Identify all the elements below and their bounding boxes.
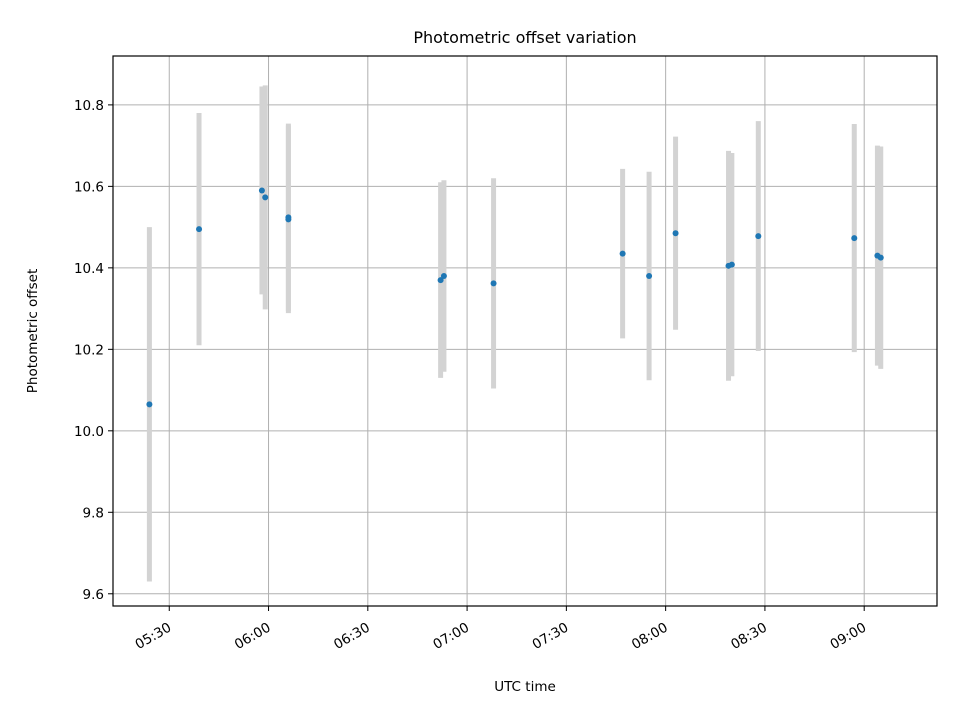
data-point [262,194,269,201]
y-tick-label: 10.2 [74,342,104,358]
chart-title: Photometric offset variation [413,28,636,47]
data-point [196,226,203,233]
plot-frame [112,55,938,607]
data-point [672,230,679,237]
data-point [646,273,653,279]
data-point [285,216,292,223]
y-tick-label: 10.8 [74,98,104,114]
y-tick-label: 9.6 [83,587,104,603]
data-point [437,277,444,284]
data-point [851,235,858,242]
y-tick-label: 10.0 [74,424,104,440]
y-tick-label: 10.6 [74,179,104,195]
data-point [146,401,153,408]
y-axis-ticks: 9.6 9.8 10.0 10.2 10.4 10.6 10.8 [74,98,113,603]
data-point [258,187,265,194]
y-axis-label: Photometric offset [25,269,41,393]
data-point [440,273,447,279]
y-tick-label: 9.8 [83,505,104,521]
data-point [877,254,884,261]
data-points [146,187,884,408]
data-point [490,280,497,287]
y-tick-label: 10.4 [74,261,104,277]
x-axis-label: UTC time [494,679,556,695]
data-point [619,250,626,257]
data-point [755,233,762,240]
data-point [728,261,735,268]
plot-area [113,56,937,606]
grid [113,56,937,606]
